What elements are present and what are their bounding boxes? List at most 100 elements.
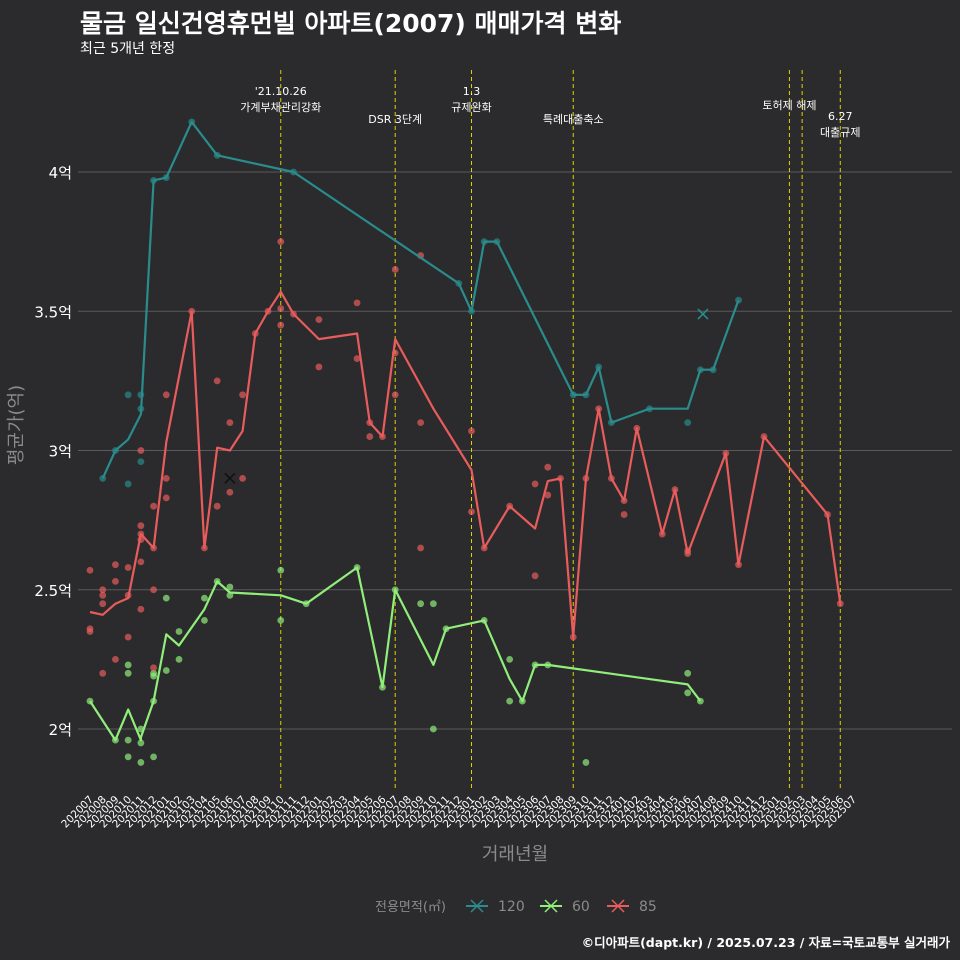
source-caption: ©디아파트(dapt.kr) / 2025.07.23 / 자료=국토교통부 실… bbox=[581, 935, 950, 950]
data-point-85 bbox=[124, 633, 132, 641]
data-point-85 bbox=[150, 502, 157, 510]
data-point-120 bbox=[124, 480, 132, 488]
data-point-60 bbox=[124, 753, 132, 761]
data-point-85 bbox=[86, 628, 94, 635]
data-point-60 bbox=[429, 725, 437, 733]
data-point-60 bbox=[124, 661, 132, 669]
data-point-85 bbox=[353, 355, 361, 362]
data-point-85 bbox=[315, 363, 323, 371]
legend: 전용면적(㎡) 120 60 85 bbox=[375, 899, 657, 915]
data-point-85 bbox=[315, 316, 323, 324]
data-point-85 bbox=[137, 605, 145, 613]
data-point-60 bbox=[124, 736, 132, 744]
data-point-85 bbox=[391, 391, 399, 399]
series-line-120 bbox=[101, 120, 740, 479]
data-point-85 bbox=[468, 427, 475, 435]
y-axis-title: 평균가(억) bbox=[6, 385, 27, 465]
data-point-85 bbox=[112, 561, 119, 569]
legend-key-cross-85 bbox=[611, 899, 625, 913]
legend-label-85: 85 bbox=[639, 899, 657, 915]
data-point-85 bbox=[99, 591, 107, 599]
event-label: 규제완화 bbox=[451, 101, 491, 114]
legend-key-cross-60 bbox=[544, 899, 558, 913]
data-point-120 bbox=[137, 458, 145, 466]
y-tick-label: 4억 bbox=[49, 164, 72, 182]
data-point-60 bbox=[277, 566, 285, 574]
latest-marker-120 bbox=[697, 308, 709, 320]
data-point-85 bbox=[226, 419, 234, 427]
legend-label-60: 60 bbox=[572, 899, 590, 915]
data-point-60 bbox=[417, 600, 425, 608]
data-point-85 bbox=[531, 480, 539, 488]
data-point-60 bbox=[201, 616, 208, 624]
data-point-60 bbox=[162, 594, 170, 602]
data-point-60 bbox=[684, 669, 692, 677]
data-point-60 bbox=[277, 616, 285, 624]
legend-key-cross-120 bbox=[470, 899, 484, 913]
data-point-85 bbox=[99, 586, 107, 594]
data-point-85 bbox=[417, 544, 425, 552]
data-point-85 bbox=[239, 391, 247, 399]
data-point-85 bbox=[531, 572, 539, 580]
chart-subtitle: 최근 5개년 한정 bbox=[80, 41, 176, 57]
y-tick-label: 2억 bbox=[49, 721, 72, 739]
latest-marker-85 bbox=[224, 472, 236, 484]
data-point-85 bbox=[162, 391, 170, 399]
event-label: DSR 3단계 bbox=[368, 113, 422, 126]
data-point-60 bbox=[201, 594, 208, 602]
data-point-85 bbox=[112, 577, 119, 585]
data-point-85 bbox=[213, 377, 221, 385]
data-point-60 bbox=[684, 689, 692, 697]
series-group bbox=[86, 118, 844, 766]
data-point-85 bbox=[112, 655, 119, 663]
data-point-85 bbox=[150, 586, 157, 594]
chart-title: 물금 일신건영휴먼빌 아파트(2007) 매매가격 변화 bbox=[80, 9, 622, 38]
data-point-85 bbox=[99, 600, 107, 608]
data-point-120 bbox=[124, 391, 132, 399]
axes: 2억2.5억3억3.5억4억20200720200820200920201020… bbox=[6, 164, 859, 865]
data-point-85 bbox=[150, 664, 157, 672]
data-point-60 bbox=[137, 759, 145, 766]
event-label: 특례대출축소 bbox=[543, 113, 604, 126]
data-point-120 bbox=[684, 419, 692, 427]
gridlines bbox=[78, 171, 952, 730]
data-point-85 bbox=[544, 491, 552, 499]
data-point-60 bbox=[175, 628, 183, 635]
data-point-85 bbox=[353, 299, 361, 307]
legend-label-120: 120 bbox=[498, 899, 525, 915]
event-label: 6.27 bbox=[828, 110, 853, 123]
data-point-60 bbox=[150, 669, 157, 677]
data-point-85 bbox=[137, 447, 145, 454]
data-point-85 bbox=[162, 494, 170, 502]
data-point-60 bbox=[124, 669, 132, 677]
series-line-60 bbox=[89, 566, 702, 742]
data-point-85 bbox=[162, 474, 170, 482]
data-point-85 bbox=[239, 474, 247, 482]
data-point-85 bbox=[620, 511, 628, 518]
series-line-85 bbox=[89, 290, 842, 639]
event-label: 가계부채관리강화 bbox=[240, 101, 321, 114]
data-point-85 bbox=[277, 305, 285, 312]
y-tick-label: 3억 bbox=[49, 443, 72, 461]
event-label: 대출규제 bbox=[820, 126, 860, 139]
data-point-60 bbox=[506, 697, 514, 705]
data-point-60 bbox=[226, 583, 234, 591]
data-point-85 bbox=[137, 558, 145, 566]
data-point-60 bbox=[506, 655, 514, 663]
legend-title: 전용면적(㎡) bbox=[375, 900, 446, 915]
event-label: 1.3 bbox=[463, 85, 481, 98]
data-point-60 bbox=[137, 739, 145, 747]
data-point-85 bbox=[226, 488, 234, 496]
data-point-85 bbox=[277, 321, 285, 329]
event-label: '21.10.26 bbox=[255, 85, 307, 98]
data-point-85 bbox=[86, 566, 94, 574]
y-tick-label: 3.5억 bbox=[34, 303, 72, 321]
data-point-85 bbox=[99, 669, 107, 677]
data-point-60 bbox=[175, 655, 183, 663]
data-point-60 bbox=[429, 600, 437, 608]
data-point-85 bbox=[137, 522, 145, 530]
data-point-85 bbox=[391, 266, 399, 273]
data-point-60 bbox=[162, 667, 170, 674]
